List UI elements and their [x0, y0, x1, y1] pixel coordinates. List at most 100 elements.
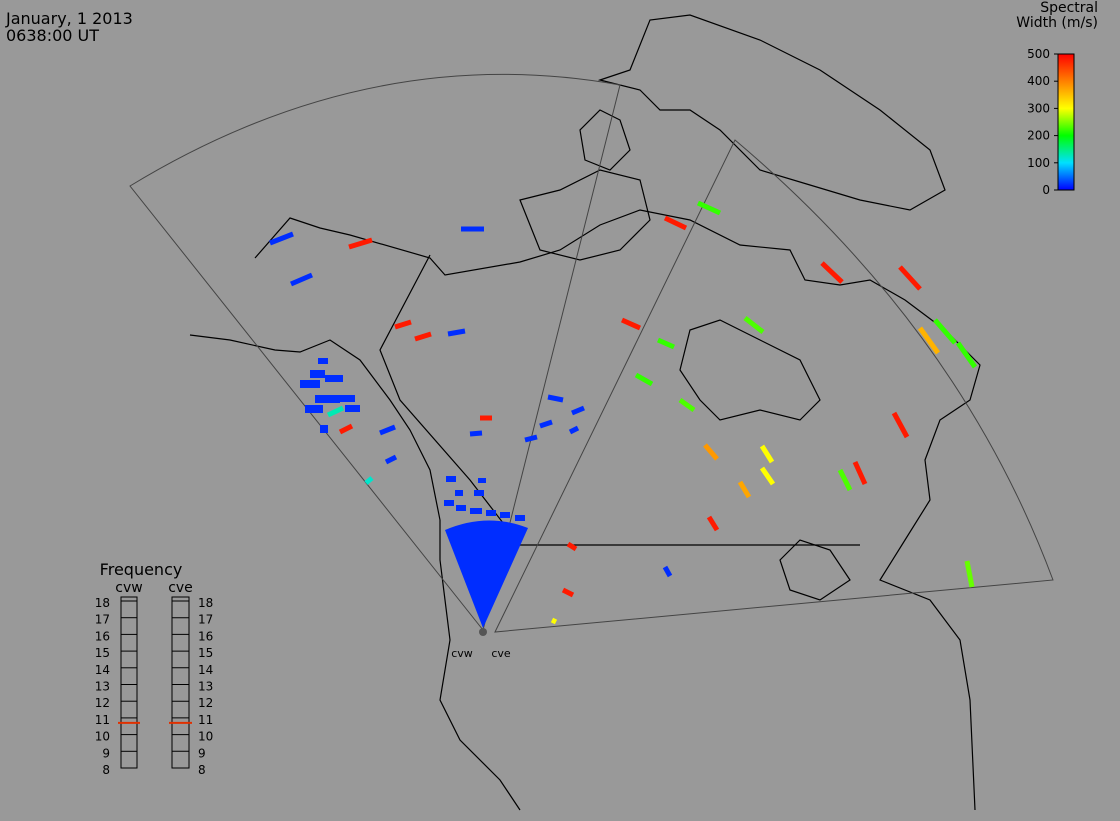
echo	[955, 341, 978, 369]
echo	[566, 541, 578, 552]
echo	[335, 395, 355, 402]
echo	[933, 318, 957, 345]
echo	[310, 370, 325, 378]
echo	[379, 424, 396, 436]
echo	[444, 500, 454, 506]
frequency-tick-label: 10	[198, 730, 213, 744]
frequency-tick-label: 16	[95, 629, 110, 643]
echo	[456, 505, 466, 511]
echo	[318, 358, 328, 364]
echo	[656, 337, 676, 350]
echo	[917, 326, 941, 355]
radar-name: cve	[168, 580, 193, 596]
echo	[447, 328, 466, 337]
echo	[743, 316, 765, 334]
frequency-tick-label: 10	[95, 730, 110, 744]
frequency-panel: cvw 8 9 10 11 12 13 14 15 16 17 18 cve 8 9 10 11 12 13 14 15…	[95, 580, 214, 777]
echo	[474, 490, 484, 496]
echo	[662, 565, 673, 578]
echo	[891, 411, 910, 439]
frequency-tick-label: 11	[198, 713, 213, 727]
echo	[634, 372, 654, 387]
echo	[561, 587, 575, 598]
colorbar-tick-label: 300	[1027, 101, 1050, 115]
frequency-tick-label: 17	[198, 613, 213, 627]
echo	[414, 331, 432, 342]
echo	[759, 466, 776, 486]
echo	[384, 454, 398, 465]
echo	[515, 515, 525, 521]
colorbar-tick-label: 500	[1027, 47, 1050, 61]
colorbar-tick-label: 400	[1027, 74, 1050, 88]
echo	[320, 425, 328, 433]
echo	[706, 515, 720, 532]
echo	[300, 380, 320, 388]
echo	[547, 394, 564, 403]
echo	[737, 480, 752, 499]
echo	[345, 405, 360, 412]
colorbar-title: Spectral	[1040, 0, 1098, 16]
echo	[470, 508, 482, 514]
echo	[837, 468, 853, 492]
echo	[290, 272, 313, 287]
echo	[539, 419, 553, 429]
echo	[524, 434, 538, 443]
frequency-tick-label: 12	[198, 696, 213, 710]
frequency-tick-label: 14	[95, 663, 110, 677]
frequency-tick-label: 11	[95, 713, 110, 727]
frequency-tick-label: 17	[95, 613, 110, 627]
echo	[348, 237, 373, 250]
echo	[620, 317, 642, 331]
echo	[663, 215, 688, 231]
echo	[325, 375, 343, 382]
echo	[568, 425, 580, 435]
echoes	[269, 200, 978, 628]
frequency-tick-label: 9	[198, 746, 206, 760]
site-label: cve	[491, 647, 511, 660]
date: January, 1 2013	[5, 9, 133, 28]
echo	[338, 423, 354, 435]
frequency-tick-label: 13	[198, 680, 213, 694]
colorbar-title: Width (m/s)	[1016, 15, 1098, 31]
frequency-tick-label: 8	[198, 763, 206, 777]
frequency-tick-label: 16	[198, 629, 213, 643]
colorbar	[1057, 53, 1075, 191]
echo	[315, 395, 340, 403]
echo	[445, 520, 528, 628]
echo	[469, 430, 483, 437]
echo	[486, 510, 496, 516]
colorbar-tick-label: 200	[1027, 129, 1050, 143]
echo	[305, 405, 323, 413]
echo	[678, 397, 696, 413]
coastlines	[189, 14, 981, 811]
colorbar-tick-label: 100	[1027, 156, 1050, 170]
frequency-tick-label: 14	[198, 663, 213, 677]
frequency-tick-label: 12	[95, 696, 110, 710]
radar-name: cvw	[115, 580, 142, 596]
echo	[455, 490, 463, 496]
echo	[478, 478, 486, 483]
frequency-tick-label: 8	[102, 763, 110, 777]
frequency-title: Frequency	[100, 560, 183, 579]
site-label: cvw	[451, 647, 473, 660]
colorbar-tick-label: 0	[1042, 183, 1050, 197]
time: 0638:00 UT	[6, 26, 99, 45]
echo	[852, 460, 868, 486]
frequency-tick-label: 18	[95, 596, 110, 610]
echo	[269, 231, 294, 246]
frequency-tick-label: 13	[95, 680, 110, 694]
echo	[964, 560, 975, 588]
echo	[898, 265, 922, 291]
colorbar-ticks: 0 100 200 300 400 500	[1027, 47, 1058, 197]
frequency-tick-label: 15	[95, 646, 110, 660]
echo	[326, 405, 345, 418]
echo	[759, 444, 775, 464]
echo	[550, 617, 558, 625]
frequency-tick-label: 9	[102, 746, 110, 760]
echo	[446, 476, 456, 482]
frequency-tick-label: 15	[198, 646, 213, 660]
echo	[571, 405, 585, 416]
echo	[696, 200, 722, 216]
